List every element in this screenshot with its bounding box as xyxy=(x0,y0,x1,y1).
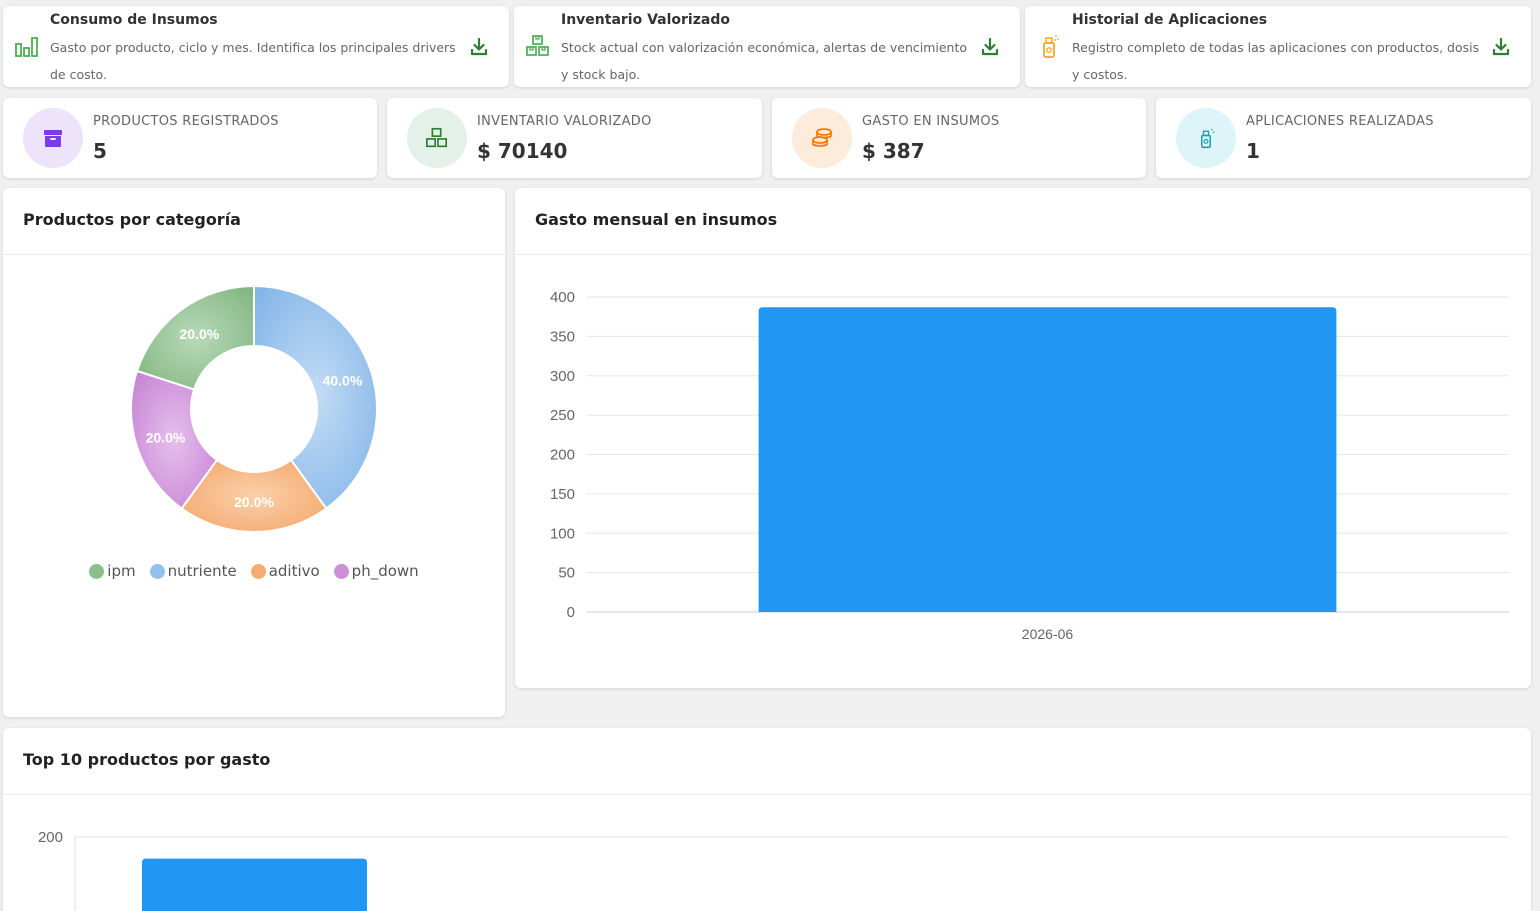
stat-value: 5 xyxy=(93,139,107,163)
stat-label: APLICACIONES REALIZADAS xyxy=(1246,114,1434,129)
slice-nutriente[interactable] xyxy=(253,284,378,510)
monthly-chart-panel: Gasto mensual en insumos 0 50 100 150 200 250… xyxy=(515,188,1531,688)
stat-value: $ 70140 xyxy=(477,139,568,163)
stat-value: $ 387 xyxy=(862,139,925,163)
slice-ph-down[interactable] xyxy=(130,369,219,510)
legend-label: ipm xyxy=(107,562,136,580)
slice-ipm[interactable] xyxy=(135,284,255,391)
report-description: Gasto por producto, ciclo y mes. Identif… xyxy=(50,40,456,82)
monthly-bar-chart: 0 50 100 150 200 250 300 350 400 2026-06 xyxy=(550,289,1509,642)
x-tick-label: 2026-06 xyxy=(1022,626,1074,642)
top10-chart-panel: Top 10 productos por gasto 200 xyxy=(3,728,1531,911)
legend-item-aditivo[interactable]: aditivo xyxy=(250,562,320,580)
report-card-historial[interactable]: Historial de Aplicaciones Registro compl… xyxy=(1025,6,1531,87)
y-tick-label: 350 xyxy=(550,328,575,345)
coins-icon xyxy=(812,128,832,147)
slice-aditivo[interactable] xyxy=(180,458,328,533)
spray-bottle-icon xyxy=(1201,128,1215,149)
spray-bottle-icon xyxy=(1043,35,1059,58)
boxes-icon xyxy=(526,35,549,56)
report-title: Inventario Valorizado xyxy=(561,12,730,28)
stat-card-inventario: INVENTARIO VALORIZADO $ 70140 xyxy=(387,98,762,178)
legend-label: nutriente xyxy=(167,562,237,580)
legend-dot xyxy=(333,563,349,579)
legend-label: aditivo xyxy=(268,562,320,580)
legend-item-nutriente[interactable]: nutriente xyxy=(149,562,237,580)
report-title: Consumo de Insumos xyxy=(50,12,218,28)
download-icon[interactable] xyxy=(980,37,1000,57)
y-tick-label: 200 xyxy=(38,829,63,846)
legend-item-ipm[interactable]: ipm xyxy=(89,562,136,580)
legend-dot xyxy=(89,563,105,579)
panel-title: Gasto mensual en insumos xyxy=(535,210,778,229)
y-tick-label: 250 xyxy=(550,407,575,424)
y-tick-label: 150 xyxy=(550,486,575,503)
bar-chart-icon xyxy=(15,37,38,57)
report-title: Historial de Aplicaciones xyxy=(1072,12,1268,28)
boxes-icon xyxy=(426,127,448,148)
slice-data-label: 20.0% xyxy=(234,494,274,510)
bar-top-product-1[interactable] xyxy=(142,858,367,911)
category-donut-chart: 20.0% 40.0% 20.0% 20.0% xyxy=(130,284,378,533)
legend-dot xyxy=(149,563,165,579)
category-legend: ipm nutriente aditivo ph_down xyxy=(3,562,505,580)
panel-divider xyxy=(3,254,505,255)
legend-label: ph_down xyxy=(351,562,419,580)
panel-title: Productos por categoría xyxy=(23,210,241,229)
stat-icon-circle xyxy=(792,108,852,168)
stat-icon-circle xyxy=(1176,108,1236,168)
stat-label: PRODUCTOS REGISTRADOS xyxy=(93,114,279,129)
y-tick-label: 200 xyxy=(550,447,575,464)
report-card-inventario[interactable]: Inventario Valorizado Stock actual con v… xyxy=(514,6,1020,87)
download-icon[interactable] xyxy=(469,37,489,57)
slice-data-label: 20.0% xyxy=(179,326,219,342)
slice-data-label: 40.0% xyxy=(323,372,363,388)
y-tick-label: 300 xyxy=(550,368,575,385)
panel-title: Top 10 productos por gasto xyxy=(23,750,271,769)
stat-card-gasto: GASTO EN INSUMOS $ 387 xyxy=(772,98,1146,178)
legend-item-ph-down[interactable]: ph_down xyxy=(333,562,419,580)
report-description: Stock actual con valorización económica,… xyxy=(561,40,968,82)
download-icon[interactable] xyxy=(1491,37,1511,57)
report-description: Registro completo de todas las aplicacio… xyxy=(1072,40,1480,82)
stat-label: GASTO EN INSUMOS xyxy=(862,114,1000,129)
stat-label: INVENTARIO VALORIZADO xyxy=(477,114,652,129)
report-card-consumo[interactable]: Consumo de Insumos Gasto por producto, c… xyxy=(3,6,509,87)
y-tick-label: 100 xyxy=(550,525,575,542)
top10-bar-chart: 200 xyxy=(38,829,1509,911)
legend-dot xyxy=(250,563,266,579)
y-tick-label: 50 xyxy=(558,565,575,582)
bar-2026-06[interactable] xyxy=(758,307,1337,612)
y-tick-label: 400 xyxy=(550,289,575,306)
stat-icon-circle xyxy=(407,108,467,168)
archive-box-icon xyxy=(44,130,62,147)
stat-value: 1 xyxy=(1246,139,1260,163)
stat-card-productos: PRODUCTOS REGISTRADOS 5 xyxy=(3,98,377,178)
slice-data-label: 20.0% xyxy=(146,430,186,446)
panel-divider xyxy=(515,254,1531,255)
stat-card-aplicaciones: APLICACIONES REALIZADAS 1 xyxy=(1156,98,1531,178)
category-chart-panel: Productos por categoría 20.0% 40.0% 20.0% 2… xyxy=(3,188,505,717)
y-tick-label: 0 xyxy=(567,604,575,621)
panel-divider xyxy=(3,794,1531,795)
stat-icon-circle xyxy=(23,108,83,168)
